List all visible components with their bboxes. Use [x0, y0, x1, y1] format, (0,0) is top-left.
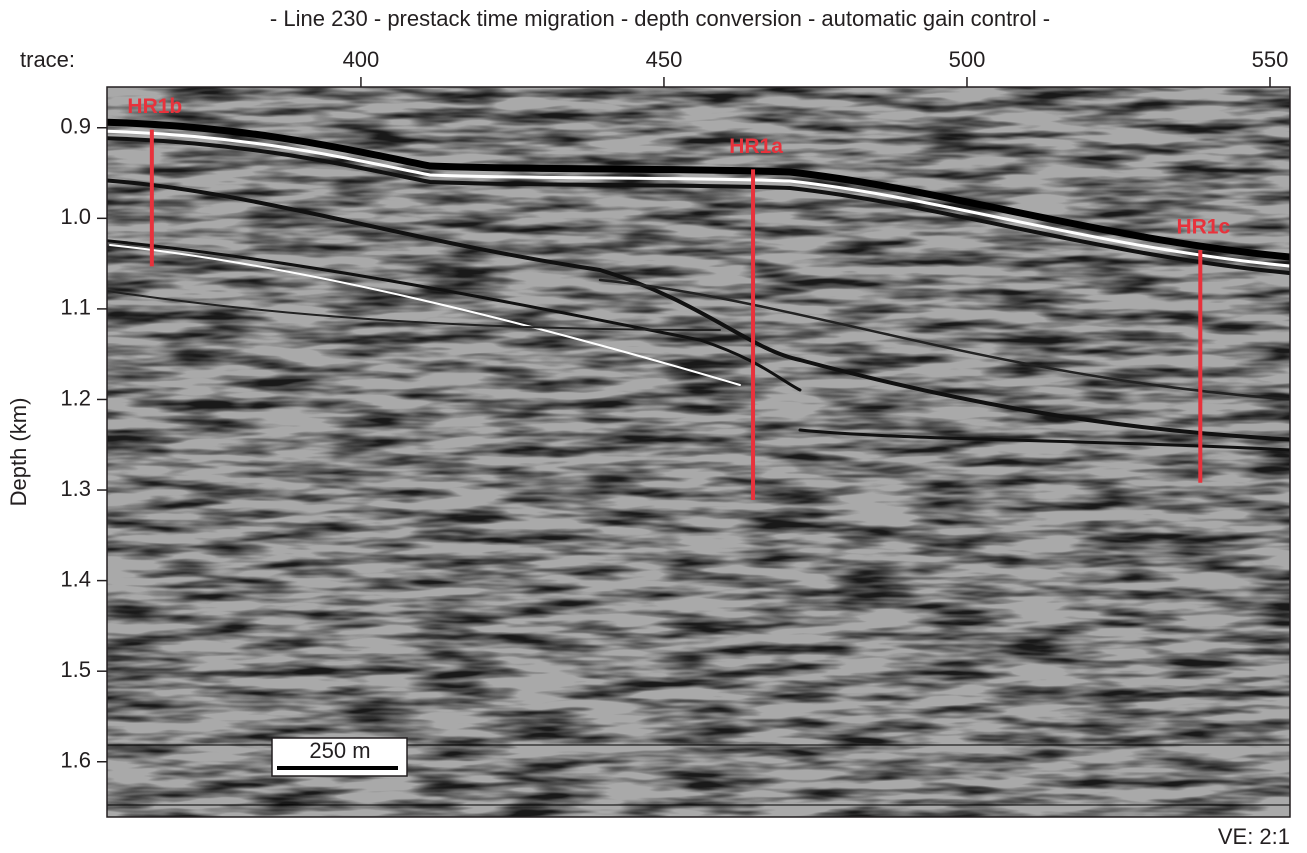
note: VE: 2:1: [1218, 824, 1290, 849]
well-label: HR1c: [1176, 216, 1230, 239]
y-tick-label: 1.5: [60, 657, 91, 682]
y-tick-label: 1.4: [60, 566, 91, 591]
y-tick-label: 1.1: [60, 295, 91, 320]
y-tick-label: 1.6: [60, 748, 91, 773]
seismic-image: [107, 87, 1290, 817]
image-texture: [107, 87, 1290, 817]
y-tick-label: 1.0: [60, 204, 91, 229]
scale-label: 250 m: [309, 738, 370, 763]
axes-and-wells: 400 450 500 550 0.9 1.0 1.1 1.2 1.3 1.4 1.5 1.6 HR1b…: [60, 47, 1288, 773]
x-tick-label: 400: [343, 47, 380, 72]
well-label: HR1a: [729, 135, 783, 158]
well-label: HR1b: [127, 95, 182, 118]
y-tick-label: 0.9: [60, 114, 91, 139]
y-tick-label: 1.2: [60, 385, 91, 410]
x-axis-label: trace:: [20, 47, 75, 72]
y-tick-label: 1.3: [60, 476, 91, 501]
x-tick-label: 450: [646, 47, 683, 72]
x-tick-label: 550: [1252, 47, 1289, 72]
title: - Line 230 - prestack time migration - d…: [270, 6, 1050, 31]
reflectors: [107, 118, 1290, 452]
scale-bar: 250 m: [271, 737, 408, 777]
y-axis-label: Depth (km): [6, 398, 31, 507]
x-tick-label: 500: [949, 47, 986, 72]
plot-frame: [106, 86, 1291, 818]
